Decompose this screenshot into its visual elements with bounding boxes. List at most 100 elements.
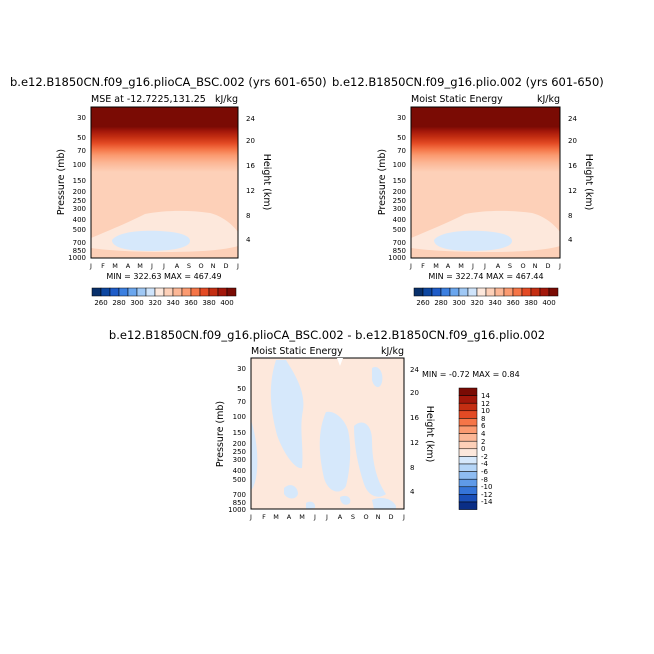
height-tick-4: 4: [568, 236, 573, 244]
panel-1-subtitle-right: kJ/kg: [215, 94, 238, 105]
month-tick: F: [262, 513, 266, 521]
pressure-tick-400: 400: [393, 216, 406, 224]
pressure-tick-70: 70: [237, 398, 246, 406]
colorbar-label: 2: [481, 438, 485, 446]
colorbar-label: 340: [488, 299, 501, 307]
colorbar-label: 340: [166, 299, 179, 307]
colorbar-label: 14: [481, 392, 490, 400]
pressure-tick-500: 500: [393, 226, 406, 234]
panel-3: b.e12.B1850CN.f09_g16.plioCA_BSC.002 - b…: [109, 328, 545, 521]
panel-3-plot-area: [250, 357, 405, 510]
panel-3-height-ticks: 24 20 16 12 8 4: [410, 366, 419, 496]
panel-3-subtitle-right: kJ/kg: [381, 346, 404, 357]
height-tick-16: 16: [568, 162, 577, 170]
panel-1-height-ticks: 24 20 16 12 8 4: [246, 115, 255, 244]
panel-3-negative-region: [372, 366, 383, 388]
month-tick: A: [496, 262, 501, 270]
height-tick-8: 8: [410, 464, 414, 472]
month-tick: D: [388, 513, 393, 521]
pressure-tick-250: 250: [393, 197, 406, 205]
colorbar-swatch: [458, 448, 478, 457]
panel-3-ylabel: Pressure (mb): [215, 401, 226, 467]
month-tick: M: [458, 262, 464, 270]
colorbar-label: -12: [481, 491, 492, 499]
pressure-tick-300: 300: [233, 456, 246, 464]
height-tick-20: 20: [246, 137, 255, 145]
month-tick: J: [409, 262, 412, 270]
month-tick: M: [137, 262, 143, 270]
month-tick: N: [211, 262, 216, 270]
month-tick: N: [376, 513, 381, 521]
month-tick: A: [287, 513, 292, 521]
colorbar-label: 300: [130, 299, 143, 307]
colorbar-swatch: [458, 440, 478, 450]
colorbar-label: 6: [481, 422, 486, 430]
pressure-tick-30: 30: [397, 114, 406, 122]
colorbar-swatch: [512, 287, 523, 297]
month-tick: A: [338, 513, 343, 521]
month-tick: A: [175, 262, 180, 270]
month-tick: J: [249, 513, 252, 521]
height-tick-8: 8: [246, 212, 250, 220]
colorbar-swatch: [136, 287, 147, 297]
pressure-tick-300: 300: [73, 205, 86, 213]
month-tick: S: [187, 262, 191, 270]
panel-3-month-ticks: J F M A M J J A S O N D J: [249, 513, 405, 521]
panel-2-pressure-ticks: 30 50 70 100 150 200 250 300 400 500 700…: [388, 114, 406, 262]
month-tick: S: [508, 262, 512, 270]
colorbar-swatch: [458, 471, 478, 480]
colorbar-swatch: [127, 287, 138, 297]
colorbar-swatch: [458, 395, 478, 404]
panel-2: b.e12.B1850CN.f09_g16.plio.002 (yrs 601-…: [332, 75, 604, 307]
month-tick: J: [325, 513, 328, 521]
colorbar-label: 320: [148, 299, 161, 307]
pressure-tick-700: 700: [393, 239, 406, 247]
colorbar-label: 400: [542, 299, 555, 307]
colorbar-label: 380: [202, 299, 215, 307]
pressure-tick-500: 500: [233, 476, 246, 484]
colorbar-swatch: [530, 287, 541, 297]
panel-2-plot-area: [410, 106, 561, 259]
panel-1-ylabel: Pressure (mb): [56, 149, 67, 215]
panel-2-colorbar: 260 280 300 320 340 360 380 400: [413, 287, 559, 307]
month-tick: F: [101, 262, 105, 270]
panel-1-title: b.e12.B1850CN.f09_g16.plioCA_BSC.002 (yr…: [10, 75, 327, 89]
panel-3-negative-region: [340, 495, 351, 505]
pressure-tick-400: 400: [73, 216, 86, 224]
height-tick-12: 12: [410, 439, 419, 447]
colorbar-swatch: [494, 287, 505, 297]
panel-3-negative-region: [306, 501, 316, 509]
colorbar-swatch: [476, 287, 487, 297]
colorbar-label: 320: [470, 299, 483, 307]
colorbar-label: 360: [506, 299, 519, 307]
colorbar-swatch: [181, 287, 192, 297]
pressure-tick-850: 850: [233, 499, 246, 507]
colorbar-swatch: [539, 287, 550, 297]
colorbar-swatch: [458, 501, 478, 510]
month-tick: F: [421, 262, 425, 270]
pressure-tick-50: 50: [237, 385, 246, 393]
colorbar-label: 12: [481, 400, 490, 408]
panel-2-stats: MIN = 322.74 MAX = 467.44: [428, 272, 543, 281]
month-tick: M: [112, 262, 118, 270]
panel-1-plot-area: [90, 106, 239, 259]
panel-1-month-ticks: J F M A M J J A S O N D J: [89, 262, 239, 270]
colorbar-swatch: [172, 287, 183, 297]
colorbar-swatch: [431, 287, 442, 297]
panel-2-title: b.e12.B1850CN.f09_g16.plio.002 (yrs 601-…: [332, 75, 604, 89]
month-tick: M: [433, 262, 439, 270]
month-tick: J: [150, 262, 153, 270]
colorbar-label: 300: [452, 299, 465, 307]
month-tick: M: [299, 513, 305, 521]
month-tick: A: [446, 262, 451, 270]
panel-3-title: b.e12.B1850CN.f09_g16.plioCA_BSC.002 - b…: [109, 328, 545, 342]
colorbar-swatch: [458, 456, 478, 465]
pressure-tick-400: 400: [233, 467, 246, 475]
pressure-tick-1000: 1000: [388, 254, 406, 262]
pressure-tick-250: 250: [73, 197, 86, 205]
colorbar-swatch: [109, 287, 120, 297]
pressure-tick-200: 200: [393, 188, 406, 196]
panel-3-negative-region: [354, 422, 386, 497]
panel-3-stats: MIN = -0.72 MAX = 0.84: [422, 370, 520, 379]
colorbar-swatch: [458, 410, 478, 419]
